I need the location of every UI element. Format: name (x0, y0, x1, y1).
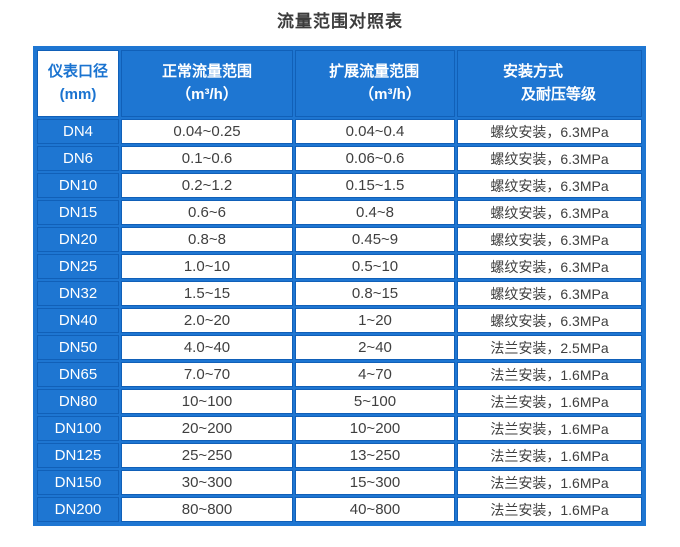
value-cell: 0.04~0.4 (295, 119, 455, 144)
value-cell: 法兰安装，2.5MPa (457, 335, 642, 360)
value-cell: 30~300 (121, 470, 293, 495)
value-cell: 法兰安装，1.6MPa (457, 497, 642, 522)
diameter-cell: DN100 (37, 416, 119, 441)
diameter-cell: DN32 (37, 281, 119, 306)
table-row: DN65 7.0~70 4~70 法兰安装，1.6MPa (37, 362, 642, 387)
value-cell: 0.5~10 (295, 254, 455, 279)
value-cell: 4.0~40 (121, 335, 293, 360)
header-line: （m³/h） (359, 85, 421, 103)
value-cell: 80~800 (121, 497, 293, 522)
header-row: 仪表口径 (mm) 正常流量范围 （m³/h） 扩展流量范围 （m³/h） 安装… (37, 50, 642, 117)
header-line: 安装方式 (502, 63, 563, 80)
diameter-cell: DN50 (37, 335, 119, 360)
table-row: DN15 0.6~6 0.4~8 螺纹安装，6.3MPa (37, 200, 642, 225)
value-cell: 4~70 (295, 362, 455, 387)
value-cell: 0.1~0.6 (121, 146, 293, 171)
table-row: DN50 4.0~40 2~40 法兰安装，2.5MPa (37, 335, 642, 360)
table-row: DN150 30~300 15~300 法兰安装，1.6MPa (37, 470, 642, 495)
diameter-cell: DN40 (37, 308, 119, 333)
flow-range-table: 仪表口径 (mm) 正常流量范围 （m³/h） 扩展流量范围 （m³/h） 安装… (33, 46, 646, 526)
col-header-installation: 安装方式 及耐压等级 (457, 50, 642, 117)
table-row: DN200 80~800 40~800 法兰安装，1.6MPa (37, 497, 642, 522)
header-line: 及耐压等级 (520, 85, 596, 103)
value-cell: 螺纹安装，6.3MPa (457, 254, 642, 279)
value-cell: 25~250 (121, 443, 293, 468)
value-cell: 法兰安装，1.6MPa (457, 470, 642, 495)
value-cell: 螺纹安装，6.3MPa (457, 146, 642, 171)
value-cell: 螺纹安装，6.3MPa (457, 119, 642, 144)
value-cell: 0.04~0.25 (121, 119, 293, 144)
value-cell: 2~40 (295, 335, 455, 360)
value-cell: 10~100 (121, 389, 293, 414)
diameter-cell: DN6 (37, 146, 119, 171)
value-cell: 0.06~0.6 (295, 146, 455, 171)
diameter-cell: DN20 (37, 227, 119, 252)
diameter-cell: DN150 (37, 470, 119, 495)
value-cell: 螺纹安装，6.3MPa (457, 200, 642, 225)
table-body: DN4 0.04~0.25 0.04~0.4 螺纹安装，6.3MPa DN6 0.1~0.… (37, 119, 642, 522)
header-line: 扩展流量范围 (329, 63, 420, 80)
value-cell: 1.5~15 (121, 281, 293, 306)
value-cell: 20~200 (121, 416, 293, 441)
value-cell: 15~300 (295, 470, 455, 495)
value-cell: 法兰安装，1.6MPa (457, 443, 642, 468)
header-line: 仪表口径 (47, 63, 108, 80)
value-cell: 法兰安装，1.6MPa (457, 389, 642, 414)
table-row: DN32 1.5~15 0.8~15 螺纹安装，6.3MPa (37, 281, 642, 306)
value-cell: 螺纹安装，6.3MPa (457, 281, 642, 306)
value-cell: 0.6~6 (121, 200, 293, 225)
table-row: DN40 2.0~20 1~20 螺纹安装，6.3MPa (37, 308, 642, 333)
value-cell: 0.4~8 (295, 200, 455, 225)
diameter-cell: DN65 (37, 362, 119, 387)
diameter-cell: DN25 (37, 254, 119, 279)
table-row: DN6 0.1~0.6 0.06~0.6 螺纹安装，6.3MPa (37, 146, 642, 171)
value-cell: 螺纹安装，6.3MPa (457, 308, 642, 333)
value-cell: 法兰安装，1.6MPa (457, 416, 642, 441)
value-cell: 5~100 (295, 389, 455, 414)
page-title: 流量范围对照表 (277, 12, 403, 31)
value-cell: 13~250 (295, 443, 455, 468)
col-header-diameter: 仪表口径 (mm) (37, 50, 119, 117)
header-line: (mm) (59, 85, 97, 103)
table-row: DN4 0.04~0.25 0.04~0.4 螺纹安装，6.3MPa (37, 119, 642, 144)
diameter-cell: DN4 (37, 119, 119, 144)
diameter-cell: DN80 (37, 389, 119, 414)
value-cell: 1~20 (295, 308, 455, 333)
value-cell: 0.2~1.2 (121, 173, 293, 198)
value-cell: 40~800 (295, 497, 455, 522)
value-cell: 2.0~20 (121, 308, 293, 333)
header-line: 正常流量范围 (161, 63, 252, 80)
header-line: （m³/h） (176, 85, 238, 103)
diameter-cell: DN200 (37, 497, 119, 522)
value-cell: 1.0~10 (121, 254, 293, 279)
table-row: DN80 10~100 5~100 法兰安装，1.6MPa (37, 389, 642, 414)
table-row: DN10 0.2~1.2 0.15~1.5 螺纹安装，6.3MPa (37, 173, 642, 198)
value-cell: 0.15~1.5 (295, 173, 455, 198)
value-cell: 螺纹安装，6.3MPa (457, 227, 642, 252)
value-cell: 0.8~15 (295, 281, 455, 306)
value-cell: 法兰安装，1.6MPa (457, 362, 642, 387)
col-header-normal-flow: 正常流量范围 （m³/h） (121, 50, 293, 117)
value-cell: 0.8~8 (121, 227, 293, 252)
diameter-cell: DN15 (37, 200, 119, 225)
value-cell: 10~200 (295, 416, 455, 441)
diameter-cell: DN125 (37, 443, 119, 468)
value-cell: 7.0~70 (121, 362, 293, 387)
table-row: DN125 25~250 13~250 法兰安装，1.6MPa (37, 443, 642, 468)
table-row: DN25 1.0~10 0.5~10 螺纹安装，6.3MPa (37, 254, 642, 279)
table-row: DN20 0.8~8 0.45~9 螺纹安装，6.3MPa (37, 227, 642, 252)
value-cell: 0.45~9 (295, 227, 455, 252)
table-row: DN100 20~200 10~200 法兰安装，1.6MPa (37, 416, 642, 441)
diameter-cell: DN10 (37, 173, 119, 198)
col-header-extended-flow: 扩展流量范围 （m³/h） (295, 50, 455, 117)
value-cell: 螺纹安装，6.3MPa (457, 173, 642, 198)
